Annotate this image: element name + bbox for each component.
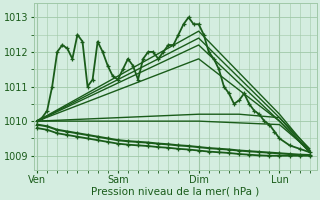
X-axis label: Pression niveau de la mer( hPa ): Pression niveau de la mer( hPa ) — [91, 187, 259, 197]
